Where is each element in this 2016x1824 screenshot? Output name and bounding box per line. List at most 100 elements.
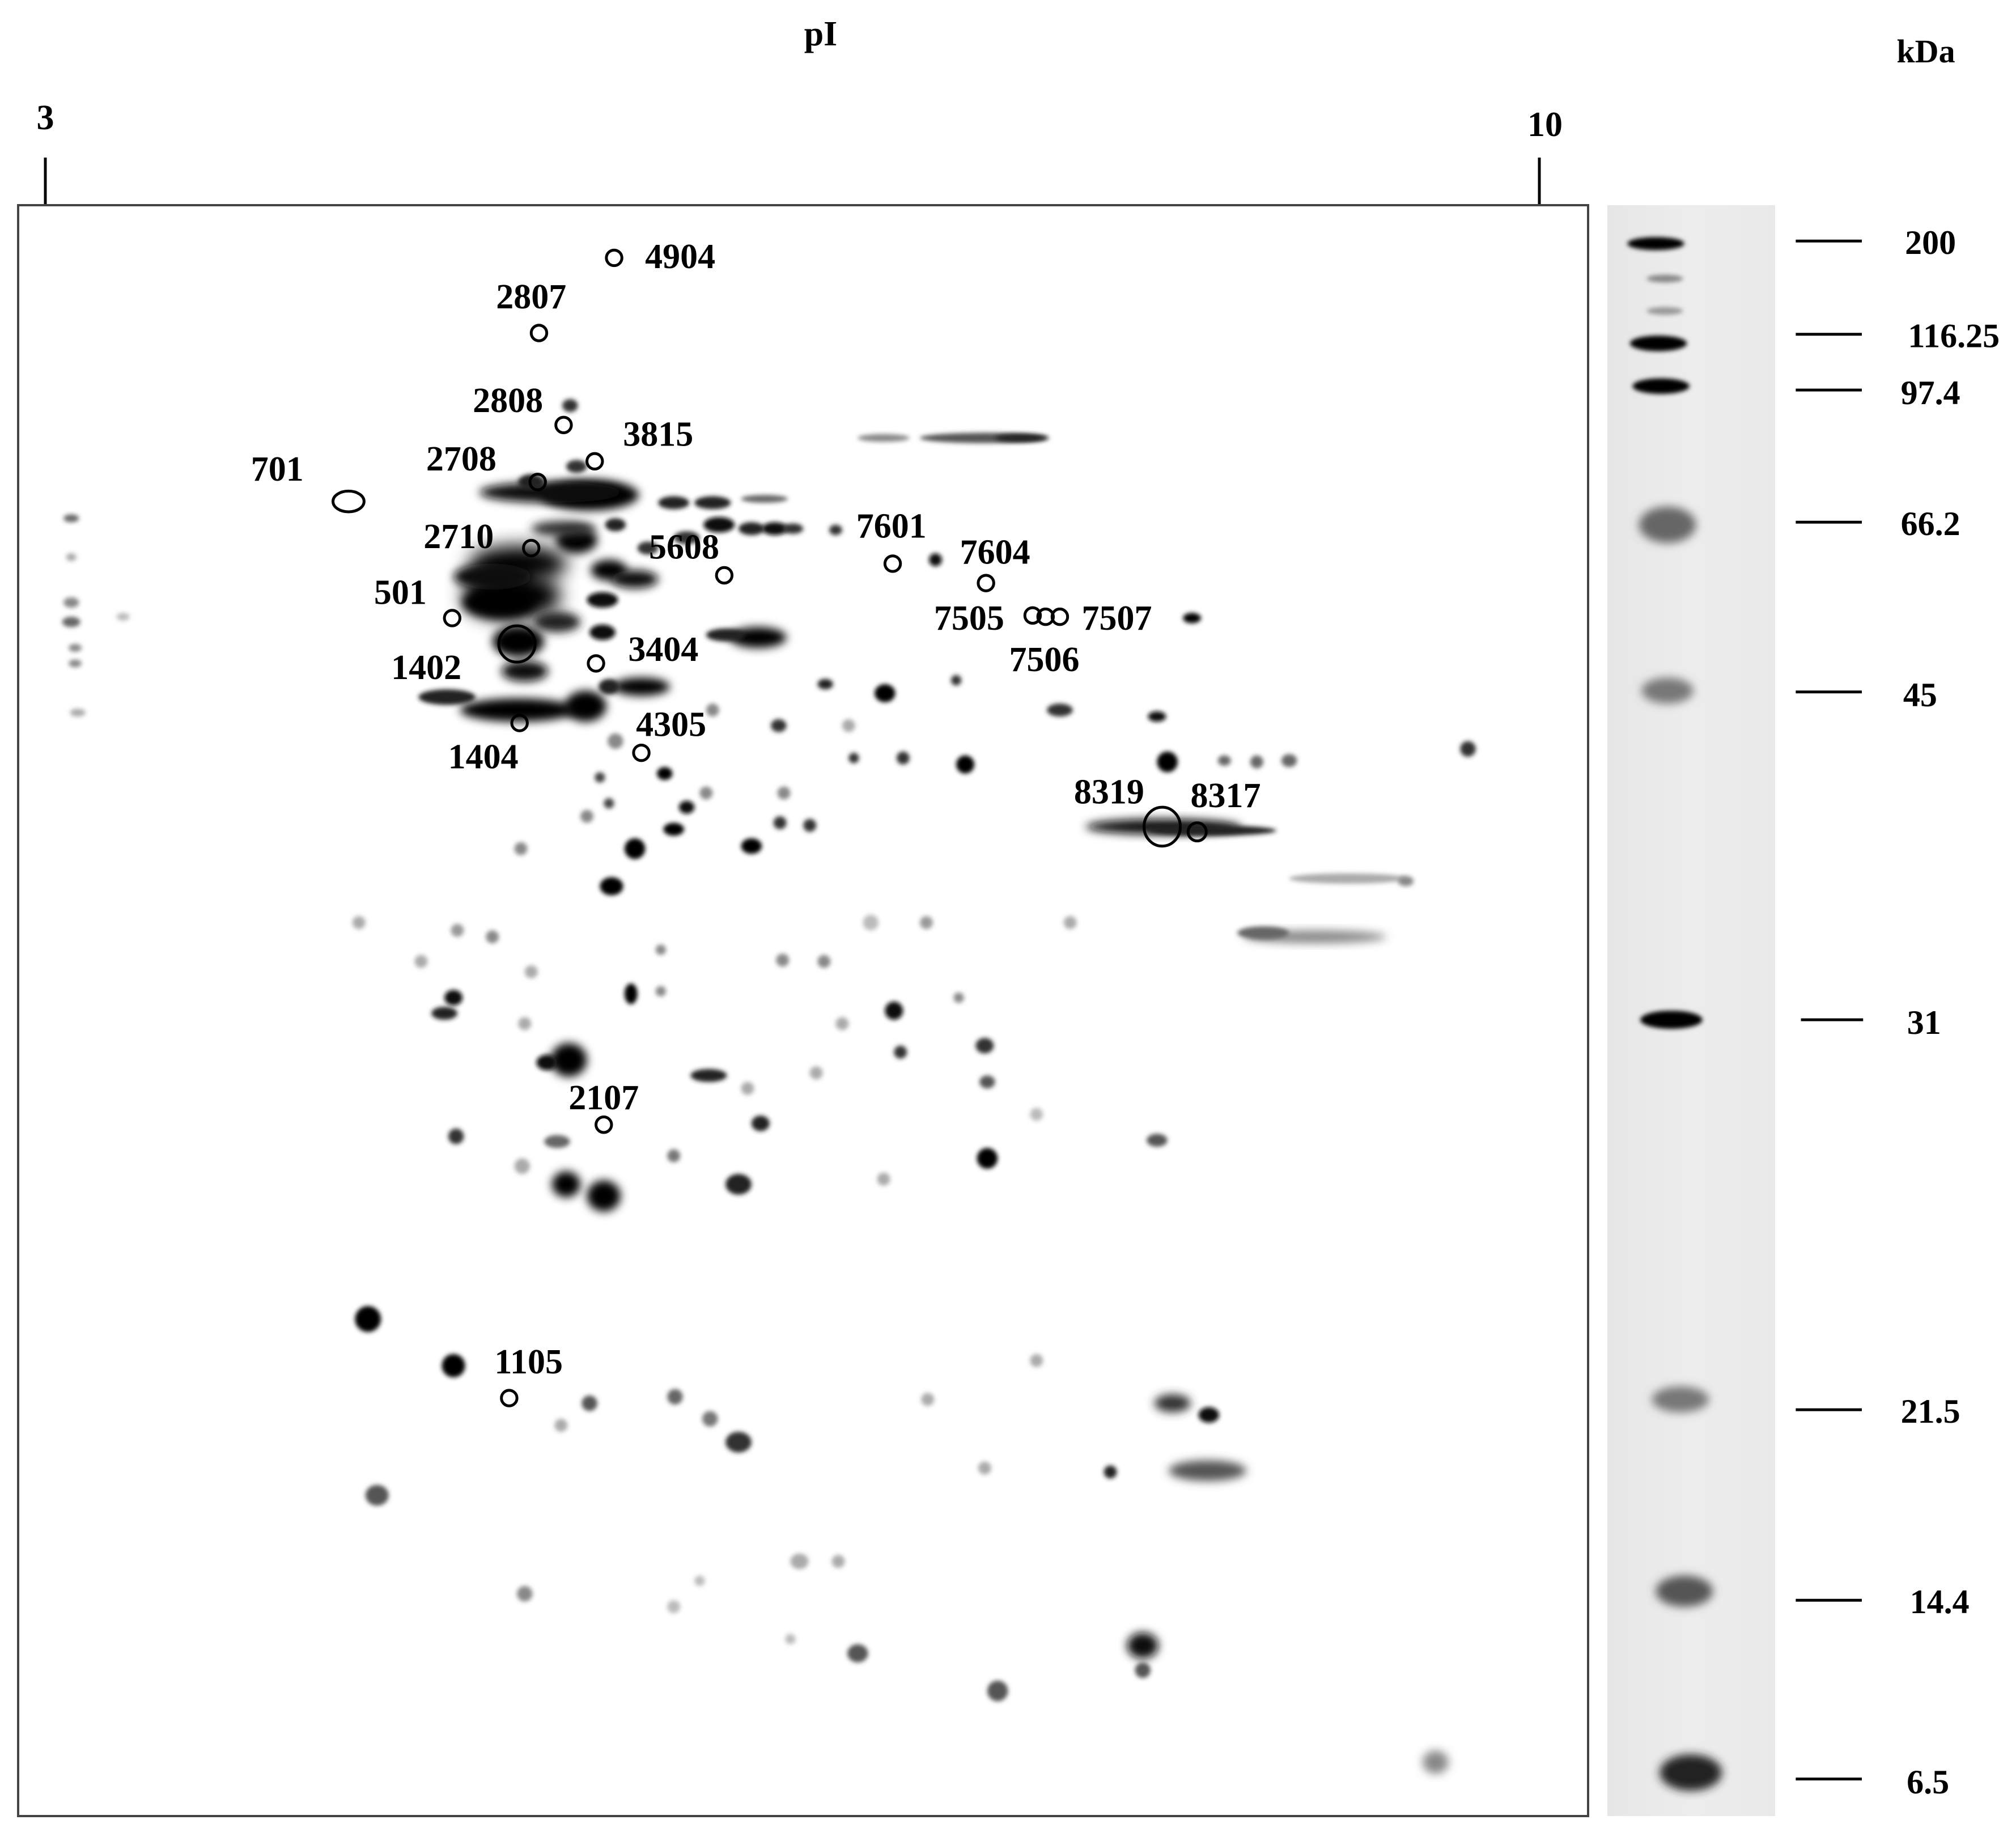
- spot-label-3404: 3404: [628, 630, 698, 669]
- spot-circle-3404: [587, 654, 605, 673]
- gel-spot-21: [418, 689, 476, 705]
- gel-spot-31: [729, 627, 787, 648]
- gel-spot-151: [1030, 1108, 1043, 1121]
- gel-spot-69: [1460, 741, 1476, 757]
- gel-spot-83: [751, 1115, 770, 1131]
- marker-band-1: [1627, 237, 1684, 251]
- spot-circle-701: [332, 489, 366, 514]
- gel-spot-2: [479, 482, 622, 503]
- gel-spot-71: [1237, 926, 1289, 940]
- gel-spot-15: [611, 570, 659, 588]
- marker-scale: 200 116.25 97.4 66.2 45 31 21.5 14.4 6.5: [1796, 224, 2000, 1801]
- gel-spot-140: [777, 786, 791, 800]
- gel-spot-37: [875, 684, 895, 703]
- gel-spot-57: [1183, 613, 1202, 623]
- spot-label-2710: 2710: [423, 517, 494, 556]
- gel-spot-110: [63, 597, 79, 608]
- gel-spot-120: [518, 1017, 532, 1030]
- spot-label-7507: 7507: [1082, 599, 1152, 638]
- gel-spot-88: [979, 1075, 995, 1089]
- gel-spot-74: [690, 1068, 727, 1082]
- gel-spot-108: [63, 514, 79, 523]
- gel-spot-50: [929, 553, 942, 566]
- marker-label-116.25: 116.25: [1908, 317, 2000, 355]
- spot-label-8317: 8317: [1191, 777, 1261, 815]
- gel-spot-143: [514, 842, 528, 855]
- gel-spot-136: [667, 1600, 681, 1614]
- gel-spot-68: [1281, 754, 1297, 767]
- gel-spot-89: [1147, 1134, 1168, 1147]
- gel-spot-32: [706, 628, 745, 642]
- gel-spot-150: [953, 992, 964, 1003]
- gel-spot-76: [444, 990, 463, 1006]
- gel-spot-26: [703, 517, 735, 533]
- spot-circle-2710: [522, 538, 541, 558]
- spot-label-2107: 2107: [568, 1079, 639, 1117]
- gel-spot-109: [66, 553, 77, 561]
- gel-spot-127: [920, 916, 933, 930]
- gel-spot-142: [580, 809, 593, 823]
- gel-spot-141: [699, 786, 713, 800]
- gel-spot-149: [741, 1081, 754, 1095]
- gel-spot-12: [533, 611, 581, 633]
- gel-spot-98: [702, 1411, 718, 1427]
- gel-spot-107: [831, 1555, 845, 1568]
- marker-label-97.4: 97.4: [1901, 374, 1960, 412]
- spot-circle-3815: [585, 452, 604, 471]
- gel-spot-75: [624, 983, 638, 1004]
- gel-spot-95: [725, 1432, 752, 1453]
- gel-spot-22: [531, 520, 596, 537]
- gel-spot-102: [987, 1680, 1008, 1702]
- gel-spot-133: [667, 1149, 681, 1163]
- spot-circle-501: [443, 609, 462, 627]
- spot-circle-7505: [1023, 606, 1042, 625]
- ph-min-label: 3: [37, 99, 54, 137]
- gel-spot-105: [1423, 1750, 1449, 1774]
- gel-spot-72: [550, 1043, 587, 1077]
- gel-spot-16: [587, 592, 618, 608]
- spot-label-2708: 2708: [426, 440, 496, 478]
- gel-spot-112: [69, 644, 82, 652]
- gel-spot-116: [352, 916, 366, 930]
- gel-spot-92: [1154, 1394, 1191, 1412]
- gel-spot-46: [896, 751, 910, 765]
- marker-label-45: 45: [1903, 676, 1937, 714]
- marker-label-31: 31: [1907, 1004, 1941, 1041]
- gel-spot-44: [600, 877, 623, 896]
- marker-band-2: [1629, 336, 1687, 351]
- gel-spot-126: [863, 914, 878, 931]
- gel-spot-5: [562, 399, 578, 412]
- spot-label-1402: 1402: [391, 648, 461, 687]
- gel-spot-45: [771, 719, 787, 732]
- kda-axis-title: kDa: [1896, 33, 1955, 70]
- spot-label-7505: 7505: [934, 599, 1004, 638]
- gel-spot-80: [551, 1171, 581, 1198]
- gel-spot-139: [1063, 916, 1077, 930]
- ph-max-label: 10: [1527, 105, 1563, 144]
- gel-spot-17: [589, 624, 616, 640]
- gel-spot-146: [842, 719, 855, 732]
- spot-annotations: 4904 2807 2808 3815 2708 701 2710 5608 7601 7604 5…: [251, 237, 1261, 1407]
- marker-label-6.5: 6.5: [1907, 1763, 1949, 1801]
- gel-spot-41: [663, 822, 685, 836]
- spot-circle-1402: [497, 624, 537, 664]
- gel-spot-34: [637, 541, 659, 555]
- gel-spot-94: [1168, 1460, 1247, 1481]
- gel-spot-128: [1030, 1354, 1043, 1367]
- spot-label-501: 501: [374, 573, 427, 612]
- spot-circle-1105: [500, 1389, 519, 1407]
- gel-spot-134: [877, 1172, 890, 1186]
- spot-circle-2808: [554, 415, 573, 435]
- gel-spot-97: [667, 1389, 683, 1405]
- gel-spot-121: [524, 965, 538, 978]
- spot-label-701: 701: [251, 450, 304, 489]
- gel-spot-70: [1398, 876, 1414, 886]
- marker-band-9: [1660, 1754, 1722, 1791]
- gel-spot-66: [1217, 755, 1231, 766]
- gel-spot-67: [1250, 755, 1263, 769]
- spot-circle-8317: [1186, 821, 1208, 843]
- gel-spot-147: [835, 1017, 849, 1030]
- gel-spot-137: [694, 1575, 705, 1587]
- marker-band-8: [1656, 1575, 1713, 1607]
- gel-spot-73: [536, 1054, 557, 1071]
